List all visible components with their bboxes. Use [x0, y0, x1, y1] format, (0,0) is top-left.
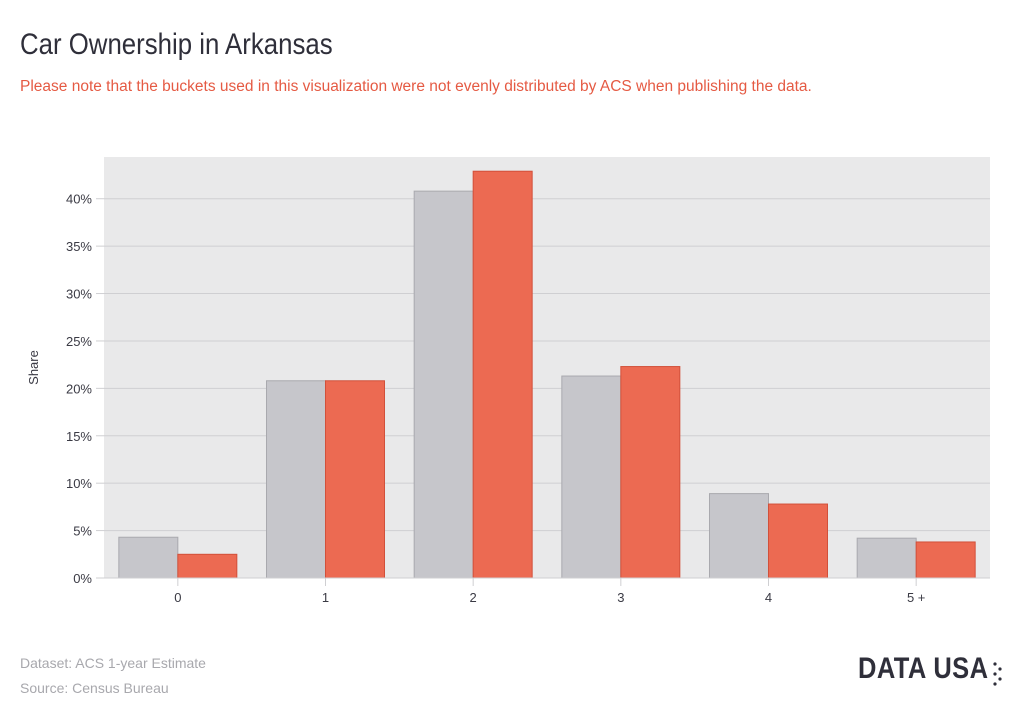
bar-2-1[interactable]	[325, 380, 385, 579]
y-tick-label: 0%	[73, 571, 92, 586]
y-tick-label: 40%	[66, 192, 92, 207]
y-tick-label: 10%	[66, 476, 92, 491]
bars	[118, 170, 976, 579]
x-tick-label: 5 +	[907, 590, 925, 605]
bar-1-0[interactable]	[118, 536, 179, 579]
data-usa-logo[interactable]: DATA USA	[857, 652, 988, 685]
plot-background	[104, 157, 990, 578]
bar-2-4[interactable]	[768, 503, 828, 579]
source-note: Source: Census Bureau	[20, 680, 169, 696]
y-axis-ticks: 0% 5% 10% 15% 20% 25% 30% 35% 40%	[66, 192, 104, 586]
bar-2-2[interactable]	[472, 170, 533, 579]
y-tick-label: 20%	[66, 381, 92, 396]
bar-chart: 0% 5% 10% 15% 20% 25% 30% 35% 40% 0 1 2 3 4 5 + Share	[26, 157, 990, 605]
x-tick-label: 2	[470, 590, 477, 605]
x-axis-ticks: 0 1 2 3 4 5 +	[104, 577, 990, 605]
x-tick-label: 3	[617, 590, 624, 605]
x-tick-label: 4	[765, 590, 772, 605]
y-tick-label: 35%	[66, 239, 92, 254]
x-tick-label: 0	[174, 590, 181, 605]
y-tick-label: 5%	[73, 524, 92, 539]
chart-title: Car Ownership in Arkansas	[20, 28, 333, 61]
y-tick-label: 25%	[66, 334, 92, 349]
y-tick-label: 30%	[66, 287, 92, 302]
bar-1-3[interactable]	[561, 375, 622, 579]
bar-2-5+[interactable]	[915, 541, 976, 579]
chart-subtitle-note: Please note that the buckets used in thi…	[20, 78, 812, 95]
y-tick-label: 15%	[66, 429, 92, 444]
x-tick-label: 1	[322, 590, 329, 605]
bar-1-5+[interactable]	[856, 537, 917, 579]
y-axis-label: Share	[26, 350, 41, 385]
bar-2-0[interactable]	[177, 553, 238, 579]
dataset-note: Dataset: ACS 1-year Estimate	[20, 655, 206, 671]
bar-1-4[interactable]	[709, 493, 769, 579]
bar-2-3[interactable]	[620, 366, 681, 579]
bar-1-1[interactable]	[266, 380, 326, 579]
logo-stars-icon	[993, 662, 1002, 686]
bar-1-2[interactable]	[413, 190, 474, 579]
